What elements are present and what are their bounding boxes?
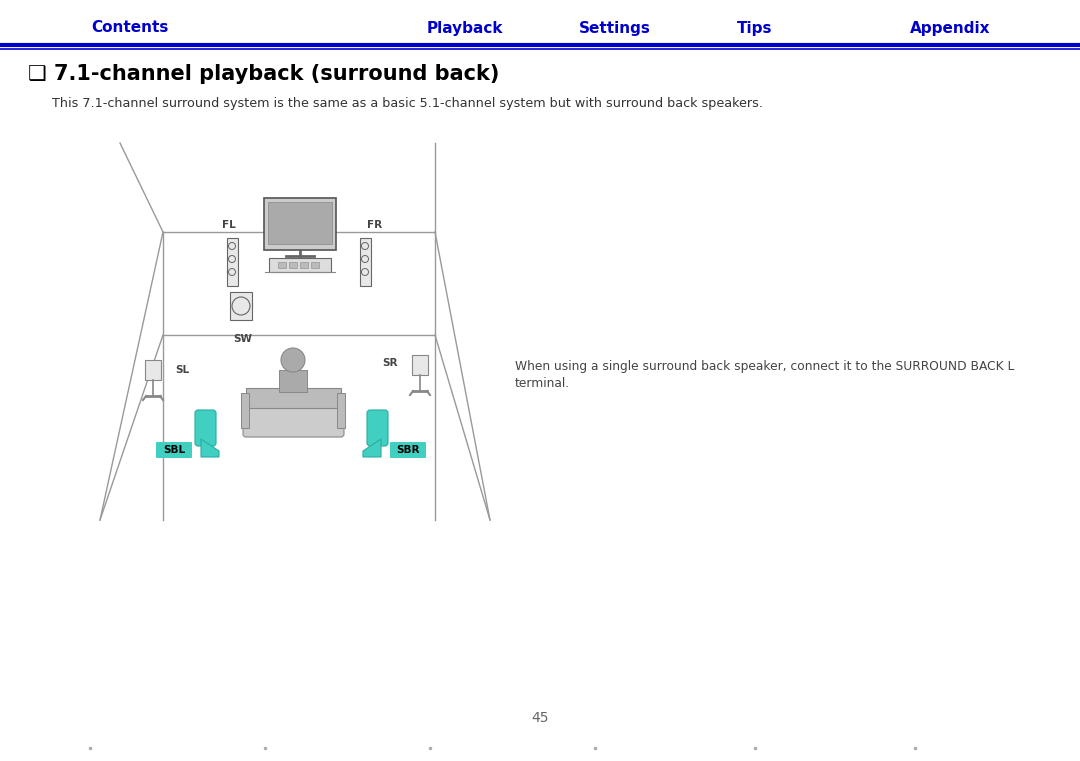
Text: Playback: Playback (427, 21, 503, 36)
Text: ❑ 7.1-channel playback (surround back): ❑ 7.1-channel playback (surround back) (28, 64, 499, 84)
Bar (278, 262, 286, 268)
Bar (300, 262, 308, 268)
Polygon shape (201, 439, 219, 457)
Text: Tips: Tips (738, 21, 773, 36)
Text: This 7.1-channel surround system is the same as a basic 5.1-channel system but w: This 7.1-channel surround system is the … (52, 97, 762, 110)
Text: Contents: Contents (92, 21, 168, 36)
FancyBboxPatch shape (367, 410, 388, 446)
Bar (311, 262, 319, 268)
Text: When using a single surround back speaker, connect it to the SURROUND BACK L: When using a single surround back speake… (515, 360, 1014, 373)
Text: 45: 45 (531, 711, 549, 725)
Bar (145, 360, 161, 380)
Bar (337, 393, 345, 428)
Bar (279, 370, 307, 392)
FancyBboxPatch shape (195, 410, 216, 446)
Bar (246, 388, 341, 408)
Polygon shape (363, 439, 381, 457)
FancyBboxPatch shape (243, 403, 345, 437)
FancyBboxPatch shape (156, 442, 192, 458)
Bar (241, 393, 249, 428)
Text: SL: SL (175, 365, 189, 375)
Bar (227, 238, 238, 286)
Text: terminal.: terminal. (515, 377, 570, 390)
Bar (264, 198, 336, 250)
Bar (411, 355, 428, 375)
Bar (289, 262, 297, 268)
Text: SW: SW (233, 334, 253, 344)
Text: FR: FR (367, 220, 382, 230)
Bar (360, 238, 372, 286)
Circle shape (281, 348, 305, 372)
Bar (230, 292, 252, 320)
Bar (268, 202, 332, 244)
Text: Settings: Settings (579, 21, 651, 36)
Text: FL: FL (222, 220, 235, 230)
Text: SBR: SBR (396, 445, 420, 455)
Text: SR: SR (382, 358, 399, 368)
Text: Appendix: Appendix (909, 21, 990, 36)
Bar (269, 258, 330, 272)
FancyBboxPatch shape (390, 442, 426, 458)
Text: SBL: SBL (163, 445, 185, 455)
